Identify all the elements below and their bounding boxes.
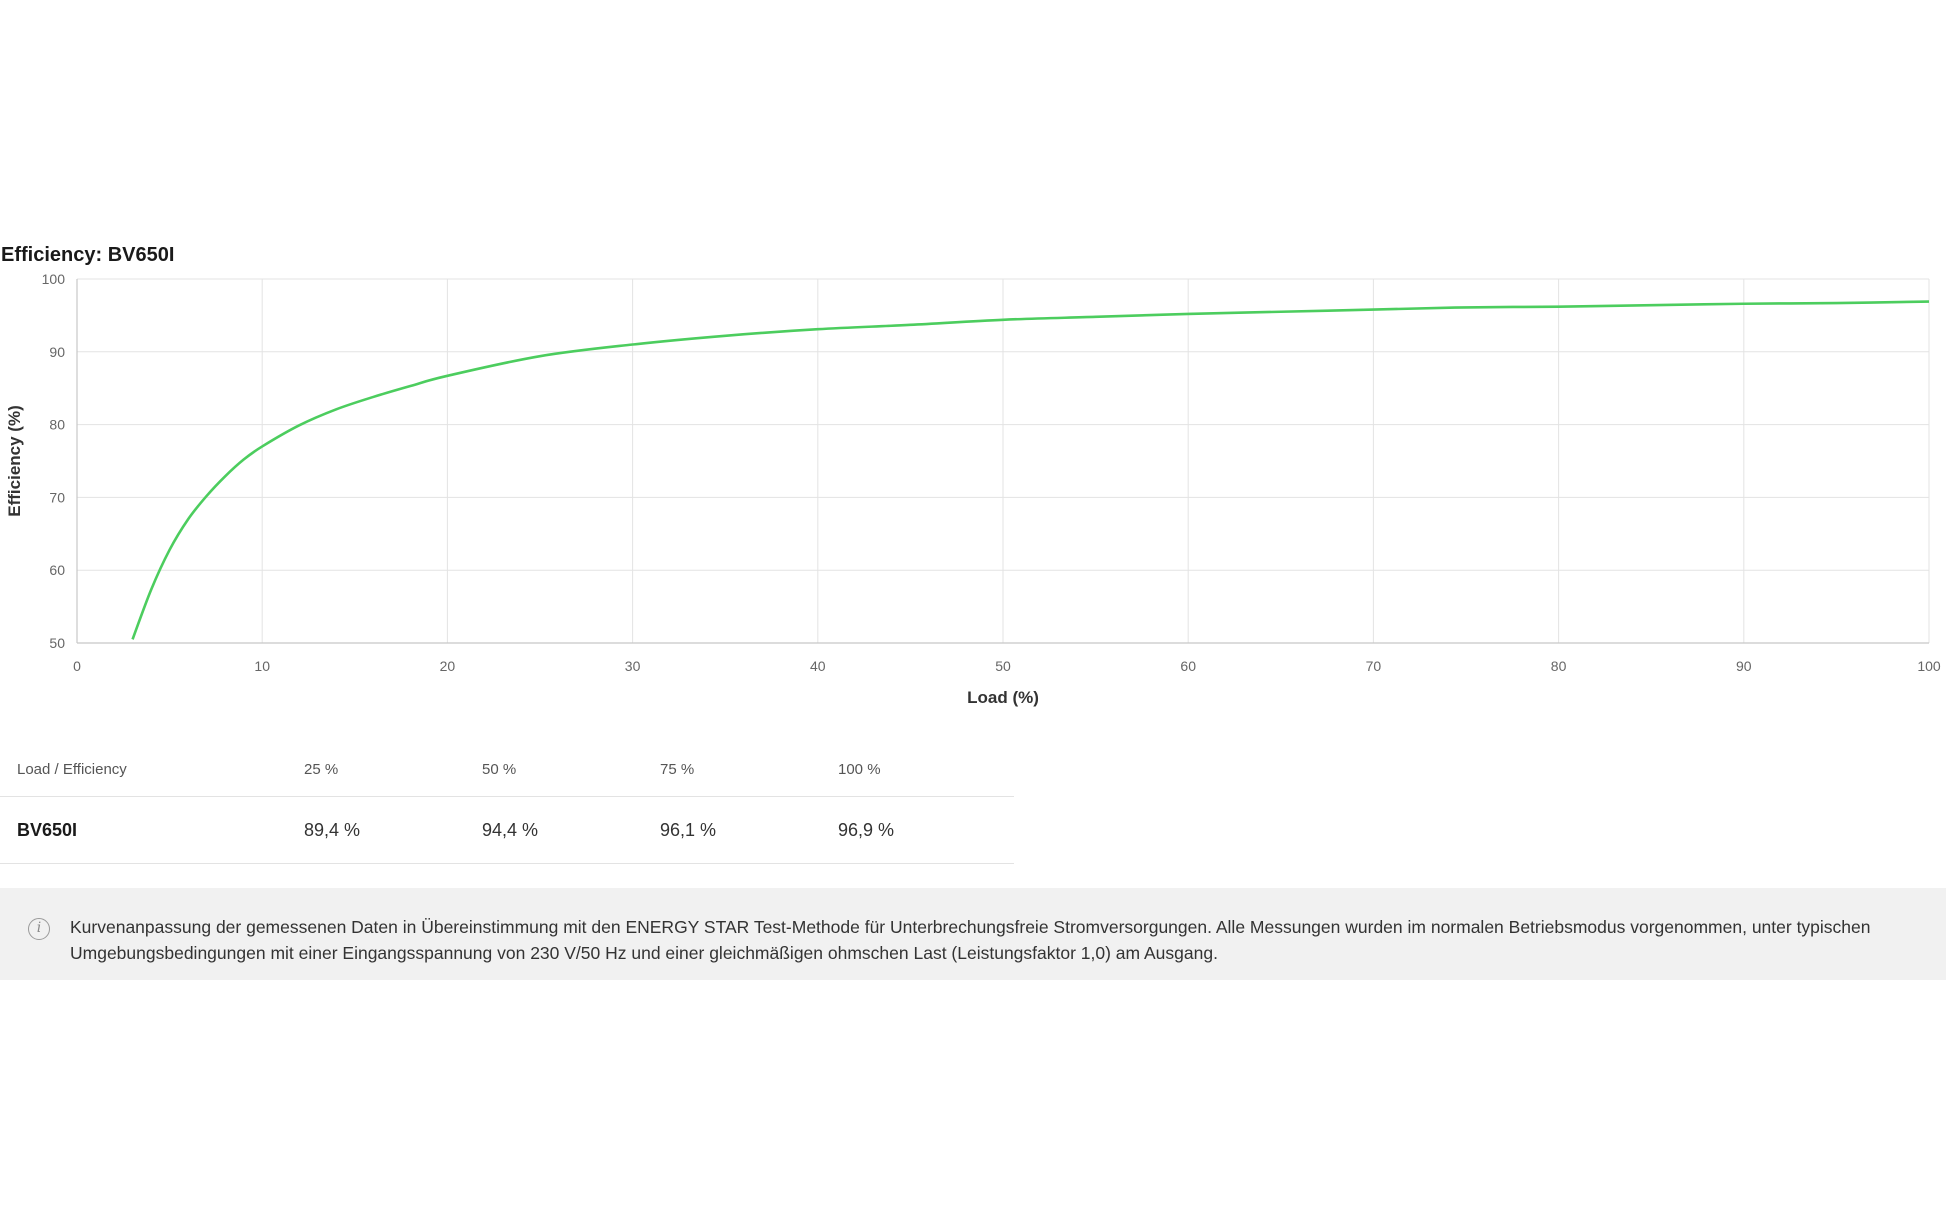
table-header-cell: Load / Efficiency xyxy=(0,742,304,797)
info-note-text: Kurvenanpassung der gemessenen Daten in … xyxy=(70,917,1871,963)
y-axis-label: Efficiency (%) xyxy=(5,405,24,516)
x-tick-label: 60 xyxy=(1180,658,1196,674)
chart-tick-labels: 0 10 20 30 40 50 60 70 80 90 100 50 60 70 80 90 100 xyxy=(42,271,1941,674)
x-axis-label: Load (%) xyxy=(967,688,1039,707)
chart-grid xyxy=(77,278,1930,643)
table-cell: 94,4 % xyxy=(482,796,660,864)
x-tick-label: 80 xyxy=(1551,658,1567,674)
x-tick-label: 50 xyxy=(995,658,1011,674)
chart-series xyxy=(131,300,1930,640)
chart-title: Efficiency: BV650I xyxy=(1,244,175,266)
x-tick-label: 30 xyxy=(625,658,641,674)
y-tick-label: 70 xyxy=(49,489,65,505)
info-icon: i xyxy=(28,918,50,940)
table-header-cell: 50 % xyxy=(482,742,660,797)
x-tick-label: 20 xyxy=(440,658,456,674)
table-cell-model: BV650I xyxy=(0,796,304,864)
x-tick-label: 0 xyxy=(73,658,81,674)
table-cell: 96,1 % xyxy=(660,796,838,864)
table-header-cell: 100 % xyxy=(838,742,1014,797)
x-tick-label: 70 xyxy=(1366,658,1382,674)
y-tick-label: 60 xyxy=(49,562,65,578)
y-tick-label: 80 xyxy=(49,417,65,433)
info-note: i Kurvenanpassung der gemessenen Daten i… xyxy=(0,888,1946,980)
chart-axes xyxy=(76,279,1929,644)
table-row: BV650I 89,4 % 94,4 % 96,1 % 96,9 % xyxy=(0,796,1014,864)
x-tick-label: 40 xyxy=(810,658,826,674)
efficiency-chart: 0 10 20 30 40 50 60 70 80 90 100 50 60 70 80 90 100 Load… xyxy=(5,271,1941,707)
table-cell: 96,9 % xyxy=(838,796,1014,864)
table-header-row: Load / Efficiency 25 % 50 % 75 % 100 % xyxy=(0,742,1014,797)
efficiency-curve xyxy=(131,300,1930,640)
y-tick-label: 50 xyxy=(49,635,65,651)
y-tick-label: 90 xyxy=(49,344,65,360)
x-tick-label: 10 xyxy=(254,658,270,674)
x-tick-label: 90 xyxy=(1736,658,1752,674)
efficiency-table: Load / Efficiency 25 % 50 % 75 % 100 % B… xyxy=(0,742,1014,864)
x-tick-label: 100 xyxy=(1917,658,1941,674)
table-cell: 89,4 % xyxy=(304,796,482,864)
y-tick-label: 100 xyxy=(42,271,66,287)
table-header-cell: 75 % xyxy=(660,742,838,797)
table-header-cell: 25 % xyxy=(304,742,482,797)
